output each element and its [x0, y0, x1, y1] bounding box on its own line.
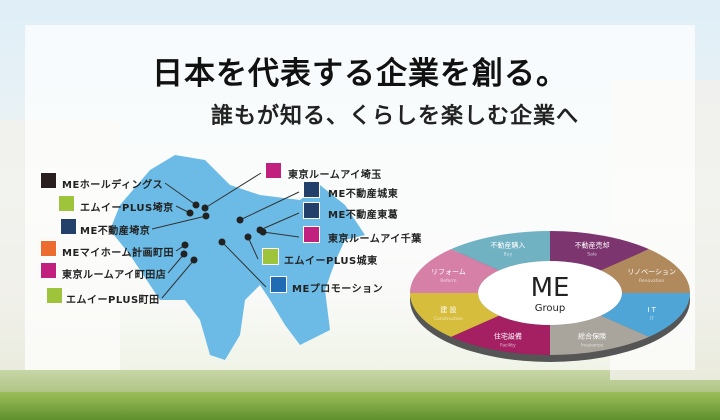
company-label: MEマイホーム計画町田	[62, 248, 174, 259]
company-label: エムイーPLUS城東	[284, 256, 378, 267]
segment-label-en: Construction	[434, 316, 463, 322]
company-logo	[303, 226, 320, 243]
company-logo	[58, 195, 75, 212]
leader-line	[221, 241, 267, 288]
segment-label: リフォーム	[431, 268, 466, 276]
location-dot	[180, 250, 188, 258]
location-dot	[244, 233, 252, 241]
leader-line	[164, 182, 197, 206]
segment-construction	[410, 293, 500, 337]
company-label: ME不動産東葛	[328, 210, 399, 221]
company-logo	[265, 162, 282, 179]
segment-label-en: Facility	[500, 342, 516, 348]
leader-line	[167, 253, 185, 274]
location-dot	[236, 216, 244, 224]
location-dot	[259, 228, 267, 236]
leader-line	[247, 236, 259, 260]
location-dot	[190, 256, 198, 264]
company-label: ME不動産埼京	[80, 226, 151, 237]
company-logo	[303, 202, 320, 219]
segment-facility	[451, 315, 550, 355]
segment-sale	[550, 231, 649, 271]
company-logo	[303, 181, 320, 198]
company-label: 東京ルームアイ千葉	[328, 234, 422, 245]
leader-line	[262, 231, 300, 238]
segment-label: リノベーション	[627, 268, 676, 276]
location-dot	[202, 212, 210, 220]
segment-label-en: Insurance	[581, 342, 603, 348]
segment-label-en: Renovation	[639, 278, 664, 284]
group-logo: ME	[531, 273, 570, 303]
leader-line	[161, 259, 195, 299]
group-logo-sub: Group	[535, 303, 565, 314]
subheadline: 誰もが知る、くらしを楽しむ企業へ	[210, 104, 579, 129]
company-logo	[40, 240, 57, 257]
company-label: エムイーPLUS埼京	[80, 203, 174, 214]
segment-label-en: Reform	[440, 278, 456, 284]
segment-label: 不動産購入	[490, 241, 525, 250]
segment-insurance	[550, 315, 649, 355]
company-label: 東京ルームアイ町田店	[62, 270, 167, 281]
company-label: エムイーPLUS町田	[66, 295, 160, 306]
segment-renovation	[600, 249, 690, 293]
segment-reform	[410, 249, 500, 293]
leader-line	[151, 215, 207, 230]
leader-line	[239, 191, 300, 221]
segment-label: I T	[647, 306, 656, 314]
company-label: 東京ルームアイ埼玉	[288, 170, 382, 181]
segment-label: 建 設	[440, 305, 456, 314]
company-logo	[270, 276, 287, 293]
company-label: ME不動産城東	[328, 189, 399, 200]
segment-label: 住宅設備	[494, 331, 522, 340]
segment-label: 総合保険	[578, 331, 606, 340]
segment-it	[600, 293, 690, 337]
segment-label-en: Buy	[504, 252, 513, 258]
leader-line	[259, 212, 300, 231]
company-logo	[40, 172, 57, 189]
company-logo	[262, 248, 279, 265]
company-logo	[46, 287, 63, 304]
segment-label: 不動産売却	[575, 241, 610, 250]
segment-buy	[451, 231, 550, 271]
segment-label-en: IT	[650, 316, 654, 322]
location-dot	[181, 241, 189, 249]
location-dot	[192, 201, 200, 209]
segment-label-en: Sale	[587, 252, 597, 258]
location-dot	[186, 209, 194, 217]
leader-line	[204, 172, 262, 209]
company-logo	[60, 218, 77, 235]
company-label: MEホールディングス	[62, 180, 164, 191]
company-logo	[40, 262, 57, 279]
location-dot	[201, 204, 209, 212]
company-label: MEプロモーション	[292, 284, 384, 295]
lawn	[0, 392, 720, 420]
location-dot	[218, 238, 226, 246]
headline: 日本を代表する企業を創る。	[152, 56, 568, 92]
group-center	[478, 261, 622, 325]
